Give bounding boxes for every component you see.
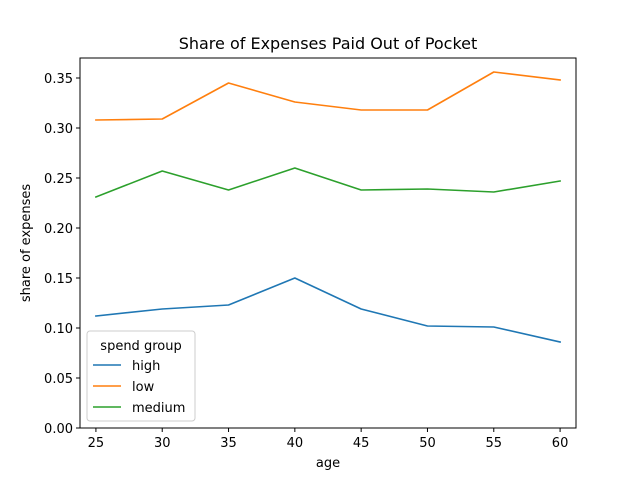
x-tick-label: 30 [154,436,171,451]
x-tick-label: 35 [220,436,237,451]
legend-box [86,330,196,422]
y-tick-label: 0.35 [44,72,73,87]
y-axis: 0.00 0.05 0.10 0.15 0.20 0.25 0.30 0.35 [44,72,80,437]
y-tick-label: 0.25 [44,172,73,187]
x-tick-label: 45 [353,436,370,451]
series-line-high [95,277,562,343]
legend-title: spend group [100,339,181,354]
y-tick-label: 0.00 [44,422,73,437]
x-tick-label: 25 [88,436,105,451]
legend-items: high low medium [93,359,185,416]
y-tick-label: 0.20 [44,222,73,237]
legend: spend group high low medium [86,330,196,422]
legend-label-medium: medium [132,401,185,416]
series-layer [94,71,562,343]
y-axis-label: share of expenses [19,184,34,303]
y-tick-label: 0.05 [44,372,73,387]
y-tick-label: 0.15 [44,272,73,287]
y-tick-label: 0.30 [44,122,73,137]
x-axis-label: age [316,456,340,471]
legend-label-high: high [132,359,160,374]
chart-title: Share of Expenses Paid Out of Pocket [179,34,478,53]
x-axis: 25 30 35 40 45 50 55 60 [88,428,569,451]
x-tick-label: 60 [552,436,569,451]
y-tick-label: 0.10 [44,322,73,337]
series-line-medium [94,167,562,199]
legend-label-low: low [132,380,155,395]
series-line-low [95,71,561,121]
plot-frame [79,57,577,429]
x-tick-label: 40 [287,436,304,451]
x-tick-label: 55 [486,436,503,451]
x-tick-label: 50 [419,436,436,451]
